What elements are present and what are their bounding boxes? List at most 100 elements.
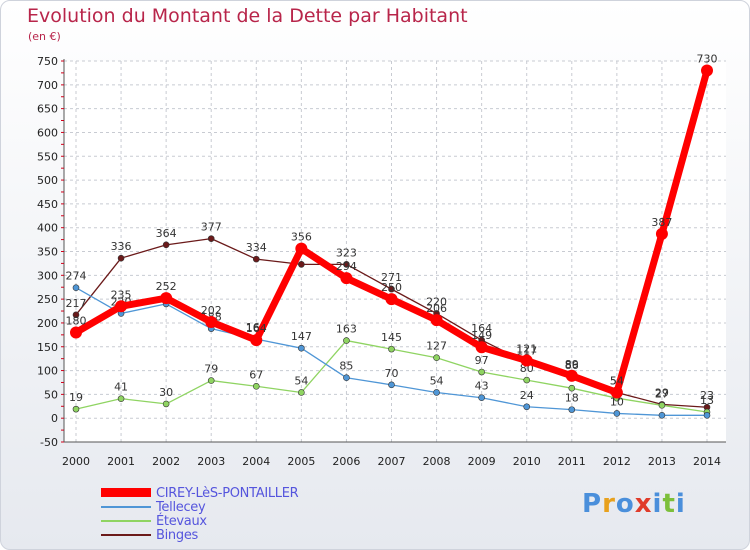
data-point	[568, 406, 576, 413]
x-tick-label: 2001	[107, 455, 135, 468]
data-point	[252, 255, 260, 263]
legend-swatch-tellecey	[101, 506, 151, 508]
data-label: 23	[700, 389, 714, 402]
data-point	[523, 403, 531, 411]
y-tick-label: -50	[40, 436, 58, 449]
y-tick-label: 300	[37, 269, 58, 282]
data-label: 19	[69, 391, 83, 404]
data-label: 252	[156, 280, 177, 293]
data-label: 97	[475, 354, 489, 367]
logo-letter: x	[634, 489, 653, 519]
data-point	[433, 389, 440, 396]
data-label: 336	[111, 240, 132, 253]
data-point	[117, 395, 125, 402]
data-point	[298, 389, 305, 396]
x-tick-label: 2005	[287, 455, 315, 468]
data-label: 235	[111, 288, 132, 301]
data-point	[610, 386, 623, 399]
data-label: 356	[291, 231, 312, 244]
data-label: 730	[697, 53, 718, 66]
legend-label-cirey: CIREY-LèS-PONTAILLER	[156, 486, 299, 501]
data-label: 89	[565, 358, 579, 371]
data-label: 67	[249, 368, 263, 381]
data-label: 163	[336, 323, 357, 336]
data-label: 149	[471, 329, 492, 342]
y-tick-label: 100	[37, 365, 58, 378]
data-label: 54	[430, 374, 444, 387]
x-tick-label: 2010	[513, 455, 541, 468]
data-point	[658, 412, 666, 419]
data-point	[388, 285, 395, 293]
y-tick-label: 750	[37, 55, 58, 68]
data-label: 145	[381, 331, 402, 344]
logo-letter: o	[615, 489, 635, 519]
y-tick-label: 450	[37, 198, 58, 211]
data-point	[162, 400, 170, 408]
logo-letter: i	[675, 489, 686, 519]
y-tick-label: 550	[37, 150, 58, 163]
data-point	[478, 368, 485, 376]
logo-letter: r	[602, 489, 616, 519]
data-label: 79	[204, 363, 218, 376]
y-tick-label: 650	[37, 103, 58, 116]
data-label: 164	[246, 322, 267, 335]
data-label: 217	[66, 297, 87, 310]
data-label: 294	[336, 260, 357, 273]
x-tick-label: 2011	[558, 455, 586, 468]
y-tick-label: 700	[37, 79, 58, 92]
data-point	[703, 412, 711, 419]
data-label: 164	[471, 322, 492, 335]
y-tick-label: 600	[37, 126, 58, 139]
data-point	[207, 377, 215, 384]
y-tick-label: 400	[37, 222, 58, 235]
y-tick-label: 500	[37, 174, 58, 187]
data-label: 54	[610, 374, 624, 387]
data-point	[72, 405, 80, 413]
x-tick-label: 2012	[603, 455, 631, 468]
data-point	[523, 376, 531, 384]
data-label: 334	[246, 241, 267, 254]
data-label: 13	[700, 394, 714, 407]
data-point	[701, 64, 713, 77]
data-point	[343, 337, 350, 344]
data-point	[343, 374, 350, 382]
data-label: 54	[294, 374, 308, 387]
data-point	[658, 402, 666, 409]
data-label: 85	[339, 360, 353, 373]
data-point	[430, 314, 443, 327]
data-point	[205, 315, 218, 328]
legend-label-binges: Binges	[156, 528, 198, 543]
data-point	[252, 382, 260, 390]
data-label: 41	[114, 381, 128, 394]
data-point	[162, 241, 170, 249]
data-label: 274	[66, 270, 87, 283]
data-point	[70, 326, 82, 339]
data-label: 86	[565, 359, 579, 372]
data-label: 70	[385, 367, 399, 380]
data-label: 377	[201, 221, 222, 234]
x-tick-label: 2002	[152, 455, 180, 468]
y-tick-label: 50	[44, 388, 58, 401]
data-point	[72, 284, 80, 291]
data-label: 323	[336, 246, 357, 259]
x-tick-label: 2008	[423, 455, 451, 468]
data-label: 206	[426, 302, 447, 315]
data-point	[478, 394, 485, 402]
x-tick-label: 2000	[62, 455, 90, 468]
legend-swatch-cirey	[101, 488, 151, 497]
logo-letter: i	[652, 489, 663, 519]
data-point	[298, 261, 305, 268]
x-tick-label: 2007	[378, 455, 406, 468]
y-tick-label: 200	[37, 317, 58, 330]
data-point	[72, 311, 80, 319]
data-label: 250	[381, 281, 402, 294]
data-label: 29	[655, 386, 669, 399]
data-label: 30	[159, 386, 173, 399]
proxiti-logo: Proxiti	[582, 489, 686, 519]
data-point	[520, 354, 533, 367]
data-label: 180	[66, 314, 87, 327]
x-tick-label: 2014	[693, 455, 721, 468]
data-point	[388, 345, 395, 353]
data-point	[250, 334, 263, 347]
data-point	[343, 261, 350, 268]
